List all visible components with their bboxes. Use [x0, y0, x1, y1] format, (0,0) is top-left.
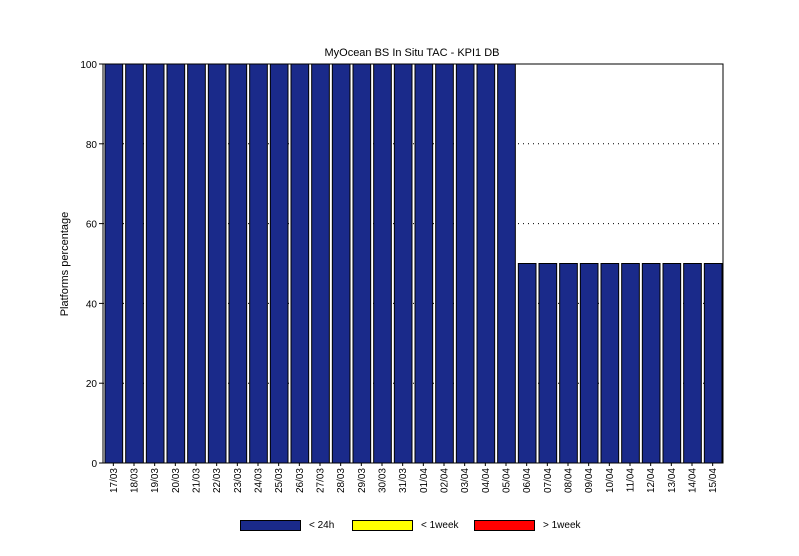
y-axis: 0 20 40 60 80 100 — [80, 60, 103, 470]
bar — [683, 263, 702, 464]
bar — [559, 263, 578, 464]
bar — [703, 263, 723, 464]
x-tick-label: 24/03 — [254, 468, 265, 493]
bar — [269, 63, 289, 464]
x-tick-label: 08/04 — [564, 468, 575, 493]
plot-frame — [102, 63, 724, 464]
bars — [104, 63, 723, 464]
x-tick-label: 23/03 — [233, 468, 244, 493]
bar — [476, 63, 496, 464]
x-tick-label: 12/04 — [646, 468, 657, 493]
x-tick-label: 09/04 — [584, 468, 595, 493]
x-tick-label: 27/03 — [316, 468, 327, 493]
x-tick-label: 21/03 — [192, 468, 203, 493]
y-axis-label: Platforms percentage — [59, 212, 71, 317]
x-tick-label: 19/03 — [150, 468, 161, 493]
x-tick-label: 14/04 — [688, 468, 699, 493]
grid — [103, 143, 723, 384]
legend-label: < 1week — [421, 520, 459, 531]
legend-swatch — [352, 520, 413, 531]
legend-label: < 24h — [309, 520, 335, 531]
x-tick-label: 18/03 — [130, 468, 141, 493]
x-tick-label: 26/03 — [295, 468, 306, 493]
bar — [373, 63, 392, 464]
x-tick-label: 02/04 — [440, 468, 451, 493]
x-tick-label: 06/04 — [522, 468, 533, 493]
bar — [166, 63, 186, 464]
bar — [455, 63, 475, 464]
bar — [641, 263, 661, 464]
x-tick-label: 28/03 — [336, 468, 347, 493]
x-tick-label: 05/04 — [502, 468, 513, 493]
y-tick-label: 20 — [86, 379, 98, 390]
bar — [497, 63, 516, 464]
bar — [600, 263, 620, 464]
bar — [125, 63, 144, 464]
bar — [435, 63, 454, 464]
chart-title: MyOcean BS In Situ TAC - KPI1 DB — [324, 47, 499, 59]
x-tick-label: 20/03 — [171, 468, 182, 493]
bar — [331, 63, 351, 464]
bar — [538, 263, 558, 464]
y-tick-label: 40 — [86, 299, 98, 310]
x-tick-label: 17/03 — [109, 468, 120, 493]
x-tick-label: 01/04 — [419, 468, 430, 493]
x-tick-label: 15/04 — [708, 468, 719, 493]
x-tick-label: 31/03 — [398, 468, 409, 493]
bar — [662, 263, 682, 464]
bar — [414, 63, 434, 464]
bar — [104, 63, 124, 464]
x-tick-label: 11/04 — [626, 468, 637, 493]
bar — [393, 63, 413, 464]
bar — [311, 63, 330, 464]
bar — [228, 63, 248, 464]
x-tick-label: 04/04 — [481, 468, 492, 493]
legend-swatch — [240, 520, 301, 531]
bar — [249, 63, 268, 464]
bar — [290, 63, 310, 464]
bar — [579, 263, 599, 464]
x-tick-label: 10/04 — [605, 468, 616, 493]
x-tick-label: 30/03 — [378, 468, 389, 493]
y-tick-label: 100 — [80, 60, 97, 71]
x-tick-label: 22/03 — [212, 468, 223, 493]
x-tick-label: 07/04 — [543, 468, 554, 493]
x-axis: 17/03 18/03 19/03 20/03 21/03 22/03 23/03 24/03… — [109, 463, 719, 493]
bar — [352, 63, 372, 464]
bar — [187, 63, 206, 464]
legend-swatch — [474, 520, 535, 531]
legend-label: > 1week — [543, 520, 581, 531]
y-tick-label: 60 — [86, 220, 98, 231]
x-tick-label: 03/04 — [460, 468, 471, 493]
legend: < 24h < 1week > 1week — [0, 519, 799, 535]
bar — [517, 263, 537, 464]
bar — [621, 263, 640, 464]
bar — [145, 63, 165, 464]
x-tick-label: 29/03 — [357, 468, 368, 493]
bar — [207, 63, 227, 464]
y-tick-label: 80 — [86, 140, 98, 151]
y-tick-label: 0 — [91, 459, 97, 470]
x-tick-label: 13/04 — [667, 468, 678, 493]
x-tick-label: 25/03 — [274, 468, 285, 493]
